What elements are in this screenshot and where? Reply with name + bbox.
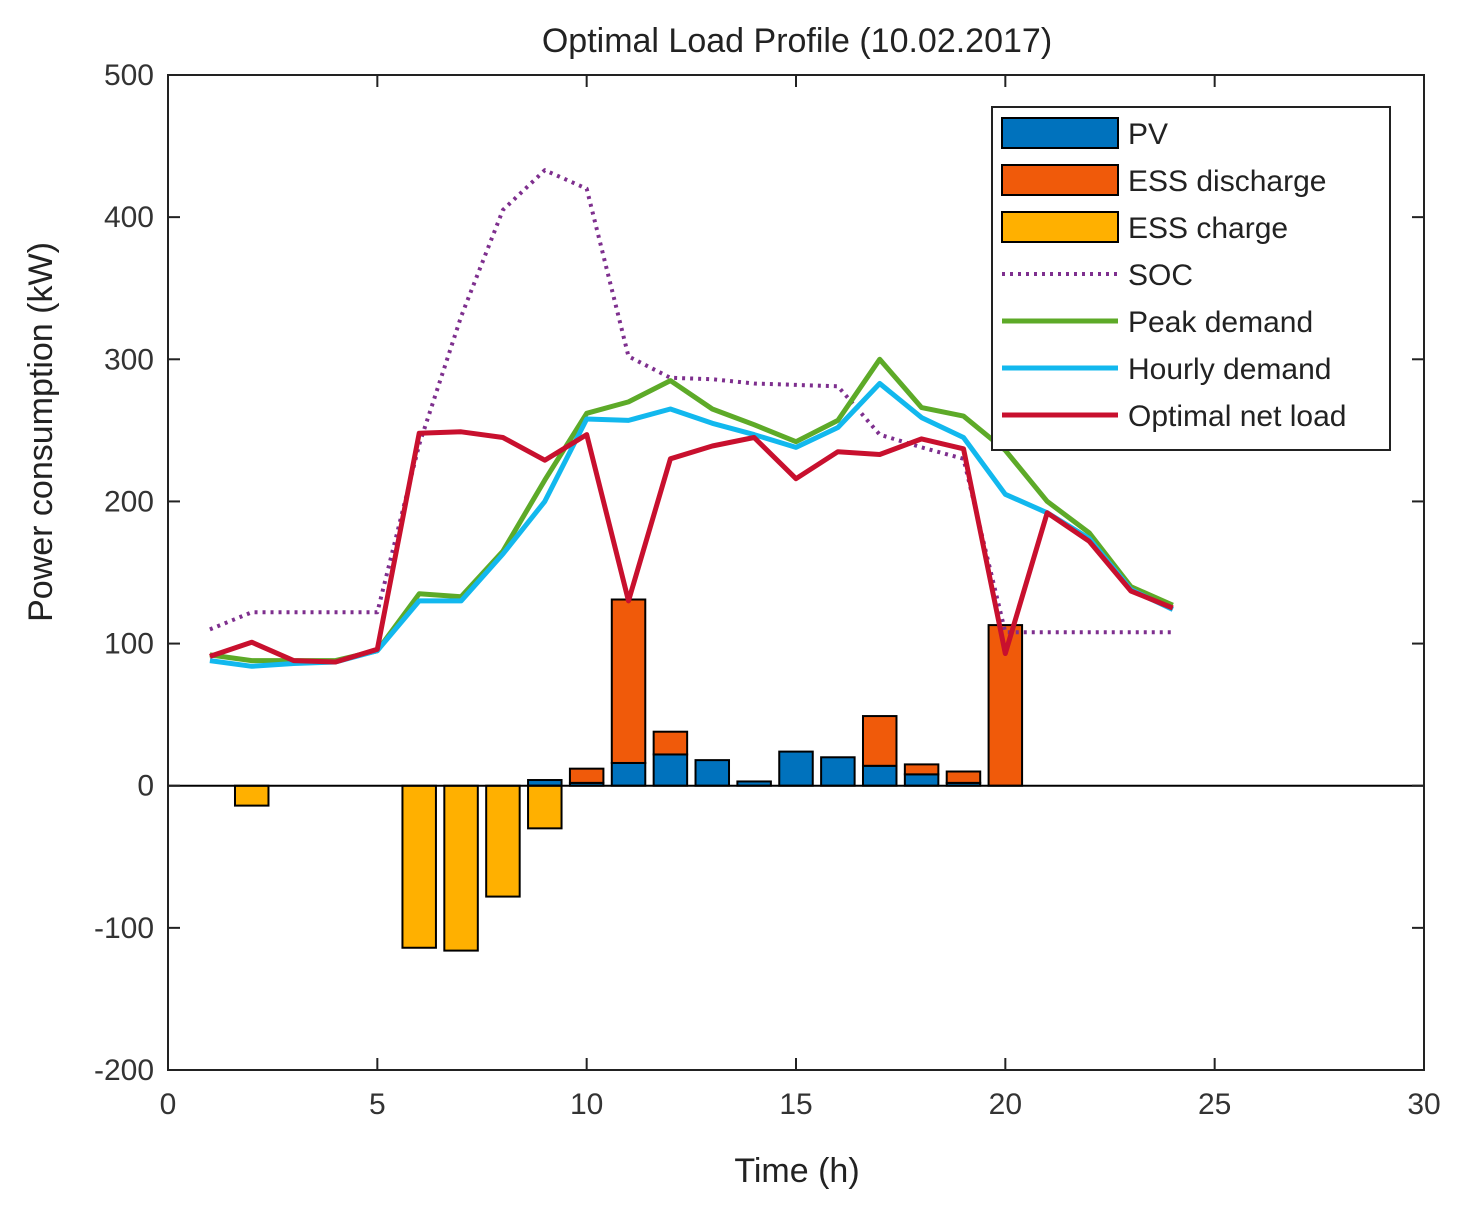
chart-title: Optimal Load Profile (10.02.2017) [542,22,1052,60]
y-tick-label: 500 [104,59,154,92]
y-tick-label: 200 [104,485,154,518]
bar-pv-16 [820,756,856,787]
legend-item-ess-discharge-swatch [1001,164,1119,196]
bar-ess-charge-2 [233,784,270,807]
legend-item-hourly-demand-label: Hourly demand [1128,353,1331,386]
x-tick-label: 25 [1198,1088,1231,1121]
legend-item-peak-demand: Peak demand [1002,306,1313,339]
legend-item-optimal-net-load-label: Optimal net load [1128,400,1346,433]
bar-ess-discharge-10 [568,767,605,784]
x-tick-label: 20 [989,1088,1022,1121]
legend-item-pv-label: PV [1128,118,1168,151]
y-axis-title: Power consumption (kW) [22,242,60,622]
bar-ess-discharge-17 [861,715,898,767]
axes-layer: 0 5 10 15 20 25 30 -200 -100 0 100 200 300 400 500 [94,59,1441,1121]
bar-ess-discharge-11 [610,598,647,764]
x-tick-label: 10 [570,1088,603,1121]
x-tick-label: 30 [1407,1088,1440,1121]
x-tick-label: 15 [779,1088,812,1121]
bars-layer [168,598,1424,952]
bar-ess-discharge-18 [903,763,940,776]
legend-item-pv: PV [1001,117,1168,151]
x-tick-label: 5 [369,1088,386,1121]
legend-item-soc: SOC [1002,259,1193,292]
legend-item-peak-demand-label: Peak demand [1128,306,1313,339]
legend-item-ess-charge-label: ESS charge [1128,212,1288,245]
x-tick-label: 0 [160,1088,177,1121]
legend: PV ESS discharge ESS charge SOC Peak demand H… [991,106,1391,451]
x-axis-title: Time (h) [734,1152,859,1190]
bar-pv-17 [861,764,898,787]
legend-item-optimal-net-load: Optimal net load [1002,400,1346,433]
bar-pv-18 [903,773,940,787]
y-tick-label: 100 [104,628,154,661]
y-tick-label: 400 [104,201,154,234]
y-tick-label: 0 [137,770,154,803]
bar-ess-discharge-19 [945,770,982,784]
bar-ess-charge-6 [401,784,437,949]
y-tick-label: 300 [104,343,154,376]
line-optimal-net-load [209,429,1174,665]
y-tick-label: -100 [94,912,154,945]
legend-item-ess-discharge-label: ESS discharge [1128,165,1326,198]
bar-ess-charge-7 [443,784,479,952]
bar-pv-15 [778,750,814,787]
bar-pv-13 [694,759,731,787]
legend-item-pv-swatch [1001,117,1119,149]
legend-item-soc-label: SOC [1128,259,1193,292]
bar-pv-12 [652,753,689,787]
legend-item-ess-charge-swatch [1001,211,1119,243]
legend-item-ess-charge: ESS charge [1001,211,1288,245]
bar-ess-discharge-12 [652,730,689,756]
y-tick-label: -200 [94,1054,154,1087]
lines-layer [209,168,1174,669]
line-soc [209,168,1173,635]
legend-item-ess-discharge: ESS discharge [1001,164,1326,198]
bar-ess-charge-8 [485,784,521,898]
bar-pv-11 [610,761,647,787]
bar-ess-charge-9 [527,784,563,830]
legend-item-hourly-demand: Hourly demand [1002,353,1331,386]
